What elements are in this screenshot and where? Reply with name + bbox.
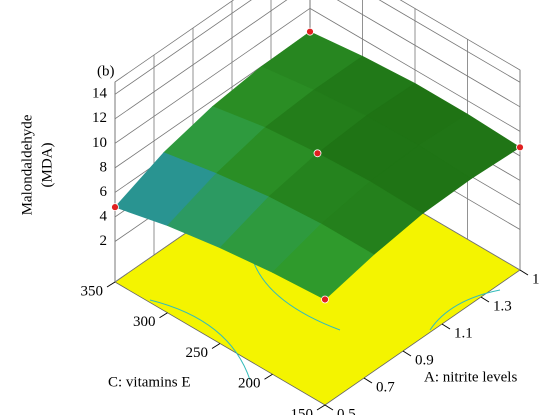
floor-contour xyxy=(149,299,251,381)
x-tick xyxy=(363,377,373,384)
z-tick-label: 14 xyxy=(92,86,108,102)
y-tick-label: 350 xyxy=(81,283,104,299)
z-axis-title: (MDA) xyxy=(39,143,55,188)
x-tick-label: 1.1 xyxy=(454,325,473,341)
x-tick-label: 0.7 xyxy=(376,379,395,395)
x-tick-label: 0.5 xyxy=(337,406,356,415)
y-tick xyxy=(264,373,273,380)
z-tick-label: 10 xyxy=(92,135,107,151)
grid-line xyxy=(114,0,521,120)
y-tick-label: 200 xyxy=(238,376,261,392)
design-point xyxy=(516,143,524,152)
x-axis-title: A: nitrite levels xyxy=(424,369,517,385)
x-tick xyxy=(441,323,451,330)
z-tick-label: 6 xyxy=(100,184,108,200)
y-tick xyxy=(316,404,326,411)
design-point xyxy=(111,203,119,212)
panel-label: (b) xyxy=(97,63,115,79)
y-tick xyxy=(211,343,221,349)
z-tick-label: 2 xyxy=(100,233,108,249)
design-point xyxy=(306,27,314,36)
design-point xyxy=(321,295,329,304)
x-tick-label: 1.3 xyxy=(493,298,512,314)
z-axis-title: Malondaldehyde xyxy=(19,114,35,215)
design-point xyxy=(313,149,322,158)
y-tick xyxy=(159,312,168,319)
x-tick-label: 1.5 xyxy=(532,271,539,287)
z-tick-label: 8 xyxy=(100,159,108,175)
x-tick xyxy=(402,350,412,357)
z-tick-label: 4 xyxy=(100,208,108,224)
x-tick-label: 0.9 xyxy=(415,352,434,368)
grid-line xyxy=(114,0,521,95)
floor-contour xyxy=(429,289,501,331)
x-tick xyxy=(324,404,334,411)
x-tick xyxy=(519,269,529,276)
y-tick-label: 250 xyxy=(186,345,209,361)
surface-patch xyxy=(271,223,375,300)
y-tick-label: 150 xyxy=(291,406,314,415)
y-axis-title: C: vitamins E xyxy=(108,374,191,390)
x-tick xyxy=(480,296,490,303)
y-tick xyxy=(106,281,116,288)
z-tick-label: 12 xyxy=(92,110,107,126)
surface-layer xyxy=(111,27,524,304)
y-tick-label: 300 xyxy=(133,314,156,330)
labels-layer: 2 4 6 8 10 12 14 0.5 0.7 0.9 1.1 1.3 1.5 150 200 250 300… xyxy=(19,63,539,415)
